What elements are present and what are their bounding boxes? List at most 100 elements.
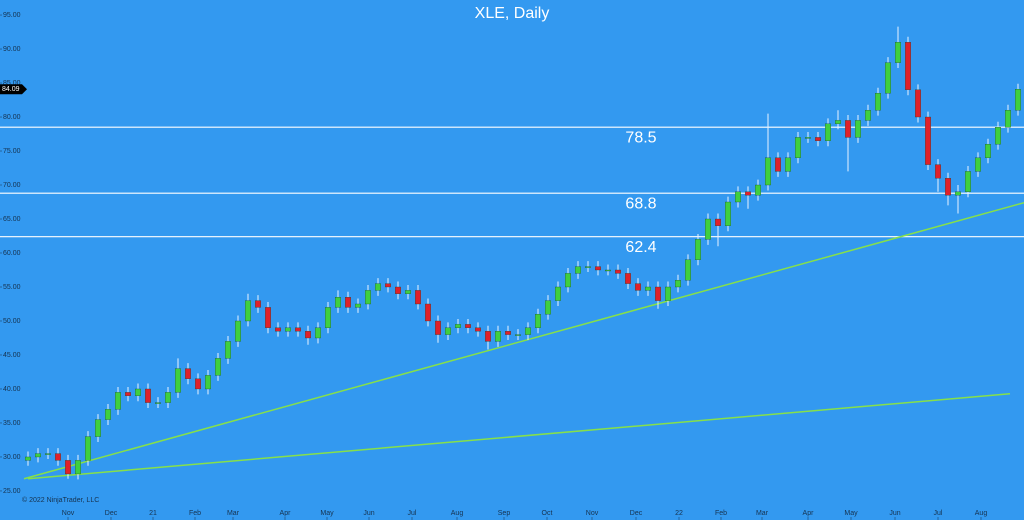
candle-body xyxy=(625,273,631,284)
candle-body xyxy=(555,286,561,301)
candle-body xyxy=(765,157,771,186)
candle-body xyxy=(635,283,641,291)
candle-body xyxy=(335,297,341,308)
candle-body xyxy=(895,42,901,63)
candle-body xyxy=(265,307,271,328)
candles xyxy=(25,26,1021,480)
candle-body xyxy=(455,324,461,328)
candle-body xyxy=(105,409,111,420)
candle-body xyxy=(645,286,651,291)
candle-body xyxy=(365,290,371,305)
overlay: 84.09 xyxy=(0,84,27,95)
y-tick-label: 35.00 xyxy=(3,420,21,427)
candle-body xyxy=(545,300,551,315)
x-tick-label: Jul xyxy=(934,510,943,517)
candle-body xyxy=(205,375,211,390)
x-tick-label: May xyxy=(320,510,334,517)
x-tick-label: Mar xyxy=(756,510,769,517)
last-price-tag xyxy=(0,84,27,95)
candle-body xyxy=(805,137,811,139)
last-price-label: 84.09 xyxy=(2,86,20,93)
candle-body xyxy=(55,453,61,461)
candle-body xyxy=(685,259,691,281)
candle-body xyxy=(155,402,161,404)
candle-body xyxy=(775,157,781,172)
candle-body xyxy=(975,157,981,172)
candle-body xyxy=(955,191,961,196)
x-tick-label: Dec xyxy=(630,510,643,517)
candle-body xyxy=(825,123,831,141)
level-label: 68.8 xyxy=(625,195,656,212)
candle-body xyxy=(905,42,911,90)
candle-body xyxy=(325,307,331,328)
candle-body xyxy=(585,266,591,268)
candle-body xyxy=(305,331,311,339)
candle-body xyxy=(855,120,861,138)
candle-body xyxy=(945,178,951,196)
candle-body xyxy=(865,110,871,121)
y-tick-label: 80.00 xyxy=(3,114,21,121)
candle-body xyxy=(735,191,741,203)
candle-body xyxy=(215,358,221,376)
candle-body xyxy=(295,327,301,332)
candle-body xyxy=(845,120,851,138)
candle-body xyxy=(595,266,601,271)
y-tick-label: 50.00 xyxy=(3,318,21,325)
x-tick-label: Feb xyxy=(189,510,201,517)
y-tick-label: 70.00 xyxy=(3,182,21,189)
candle-body xyxy=(605,269,611,272)
candle-body xyxy=(85,436,91,461)
candle-body xyxy=(725,201,731,226)
y-tick-label: 60.00 xyxy=(3,250,21,257)
candle-body xyxy=(745,191,751,196)
candle-body xyxy=(275,327,281,332)
chart-title: XLE, Daily xyxy=(475,5,550,22)
x-tick-label: Apr xyxy=(280,510,292,517)
axes: 25.00 30.00 35.00 40.00 45.00 50.00 55.00 60.00… xyxy=(0,12,987,520)
y-tick-label: 85.00 xyxy=(3,80,21,87)
candle-body xyxy=(195,378,201,390)
x-tick-label: Sep xyxy=(498,510,511,517)
candle-body xyxy=(65,460,71,475)
candle-body xyxy=(35,453,41,458)
x-tick-label: Jul xyxy=(408,510,417,517)
trend-line xyxy=(23,201,1024,480)
y-tick-label: 95.00 xyxy=(3,12,21,19)
x-tick-label: Aug xyxy=(451,510,464,517)
candle-body xyxy=(175,368,181,393)
candle-body xyxy=(515,334,521,336)
candle-body xyxy=(145,388,151,403)
candle-body xyxy=(415,290,421,305)
candle-body xyxy=(675,280,681,288)
candle-body xyxy=(715,218,721,226)
x-tick-label: Aug xyxy=(975,510,988,517)
x-tick-label: May xyxy=(844,510,858,517)
candle-body xyxy=(755,184,761,196)
candle-body xyxy=(525,327,531,335)
level-label: 78.5 xyxy=(625,129,656,146)
x-tick-label: 21 xyxy=(149,510,157,517)
candle-body xyxy=(385,283,391,288)
candle-body xyxy=(445,327,451,335)
candle-body xyxy=(235,320,241,342)
x-tick-label: Apr xyxy=(803,510,815,517)
candle-body xyxy=(495,331,501,342)
trend-line xyxy=(27,392,1011,480)
candle-body xyxy=(405,290,411,294)
candle-body xyxy=(915,89,921,118)
candle-body xyxy=(165,392,171,403)
y-tick-label: 40.00 xyxy=(3,386,21,393)
candle-body xyxy=(935,164,941,179)
candle-body xyxy=(795,137,801,158)
candle-body xyxy=(505,331,511,335)
levels: 78.5 68.8 62.4 xyxy=(0,126,1024,256)
x-tick-label: Mar xyxy=(227,510,240,517)
y-tick-label: 75.00 xyxy=(3,148,21,155)
y-tick-label: 90.00 xyxy=(3,46,21,53)
candle-body xyxy=(345,297,351,308)
candle-body xyxy=(1005,110,1011,128)
candle-body xyxy=(1015,89,1021,111)
candle-body xyxy=(245,300,251,322)
y-tick-label: 55.00 xyxy=(3,284,21,291)
